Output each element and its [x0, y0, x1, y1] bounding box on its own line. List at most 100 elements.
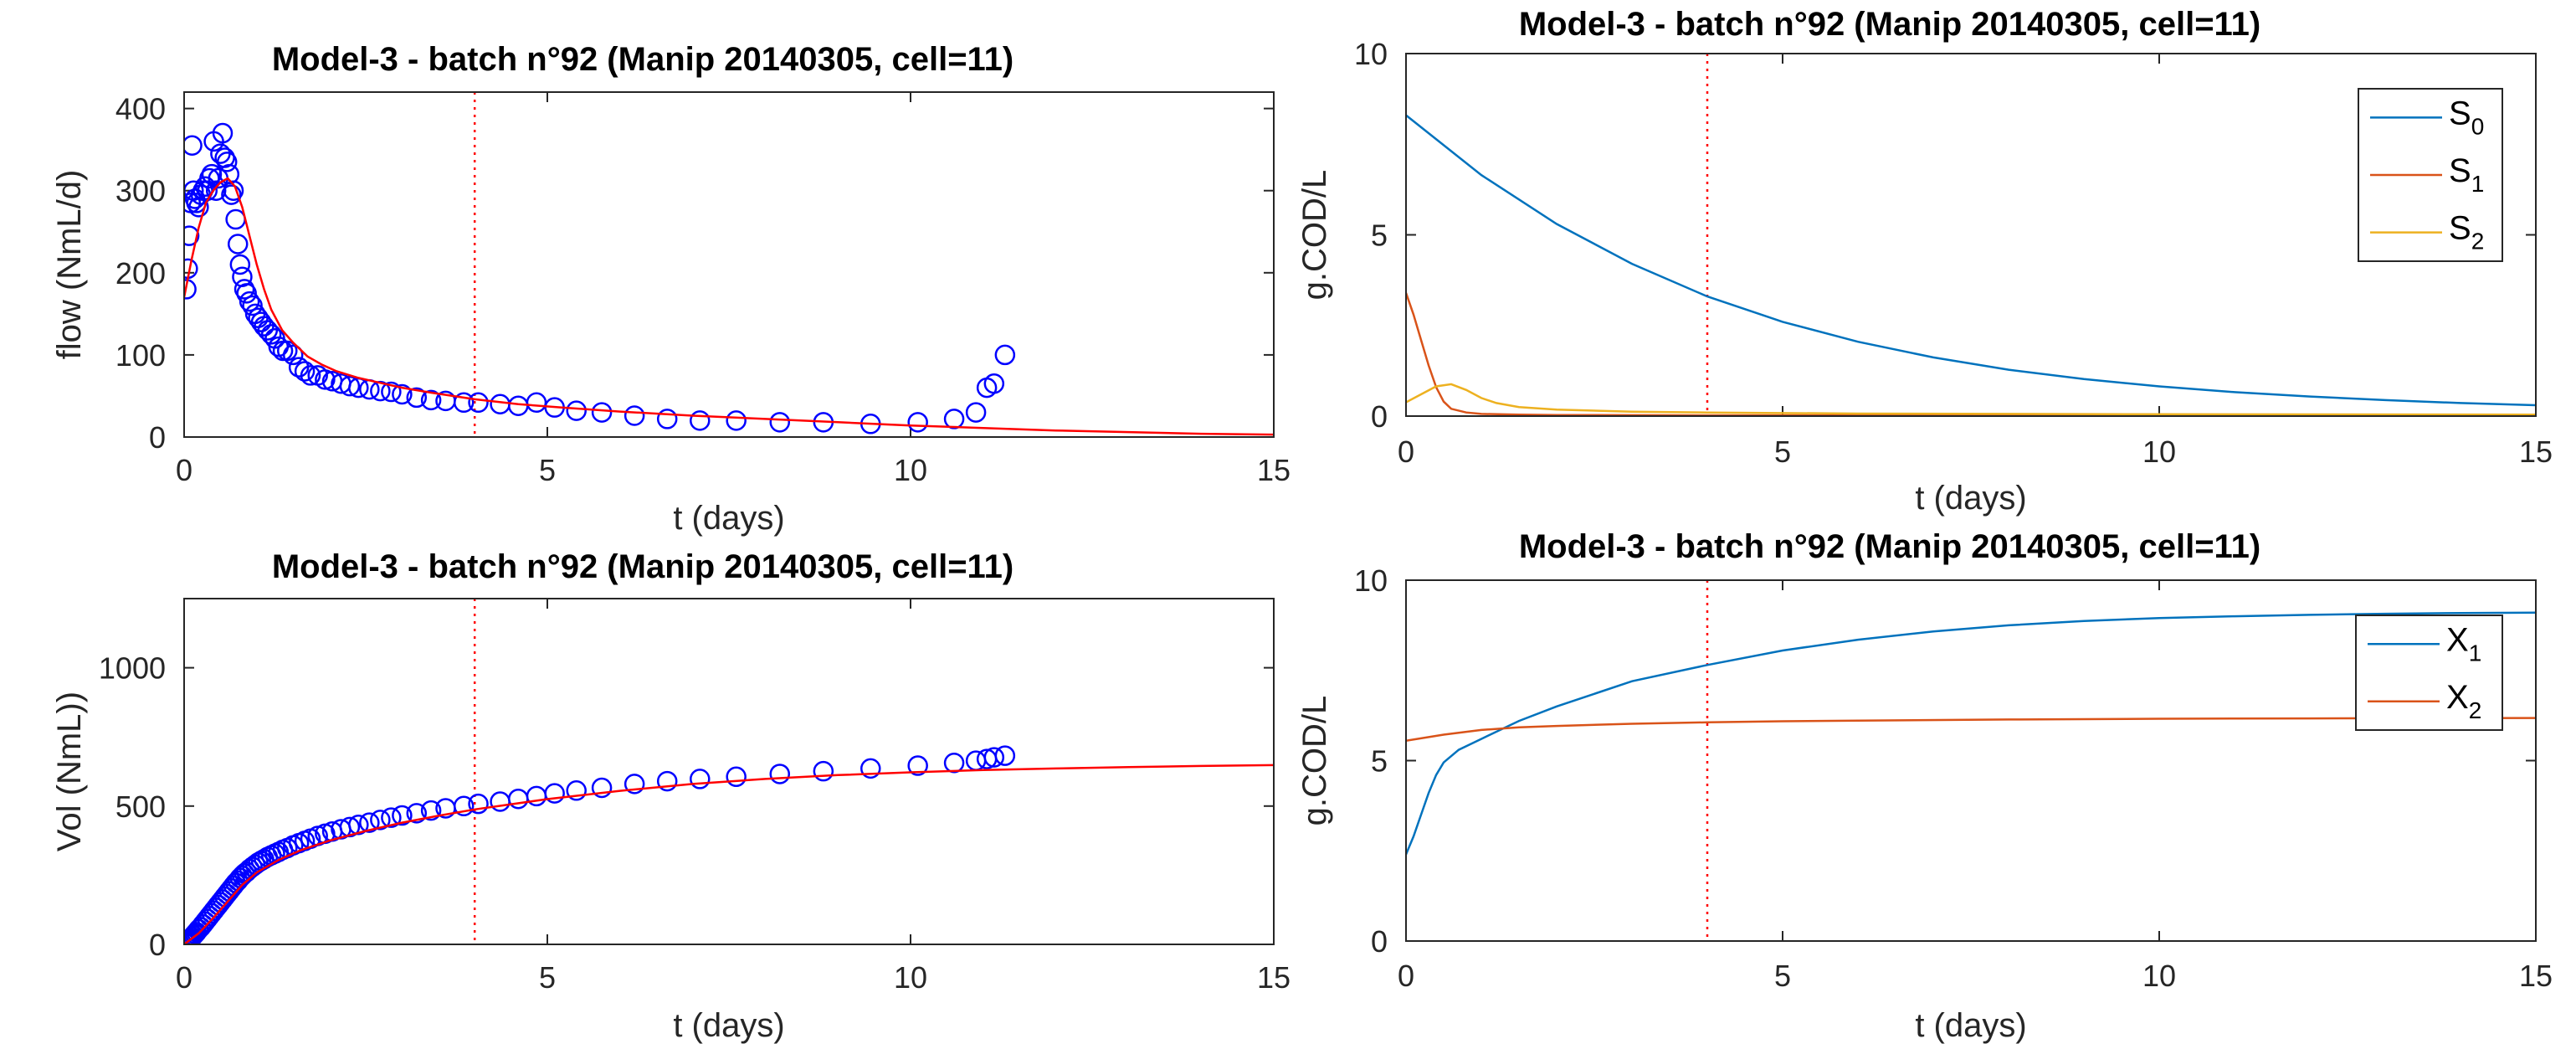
x-tick-label: 0: [176, 960, 192, 995]
data-point: [490, 791, 511, 812]
data-point: [300, 365, 321, 386]
legend-entry-name: X: [2446, 621, 2469, 658]
chart-title: Model-3 - batch n°92 (Manip 20140305, ce…: [1519, 6, 2260, 43]
data-point: [591, 402, 613, 423]
data-point: [420, 800, 442, 821]
data-point: [392, 383, 413, 405]
data-point: [282, 344, 304, 366]
x-tick-label: 15: [2519, 959, 2553, 993]
data-point: [656, 409, 678, 429]
data-point: [468, 392, 489, 414]
x-tick-label: 5: [539, 960, 556, 995]
y-axis-label: g.COD/L: [1296, 696, 1333, 826]
chart-title: Model-3 - batch n°92 (Manip 20140305, ce…: [272, 41, 1013, 78]
data-point: [233, 279, 255, 300]
data-point: [907, 412, 928, 433]
series-line-x2: [1406, 717, 2536, 743]
plot-area: [184, 92, 1274, 437]
chart-title: Model-3 - batch n°92 (Manip 20140305, ce…: [272, 548, 1013, 585]
data-point: [623, 405, 645, 426]
x-tick-label: 5: [1774, 959, 1791, 993]
series-line-s2: [1406, 383, 2536, 416]
data-point: [221, 184, 242, 205]
y-tick-label: 0: [1371, 924, 1388, 959]
data-point: [453, 795, 475, 817]
x-tick-label: 5: [1774, 435, 1791, 469]
legend-entry-name: S: [2449, 152, 2471, 189]
axes-box: [1405, 53, 2537, 417]
legend-entry-subscript: 2: [2471, 229, 2485, 255]
y-tick-label: 300: [115, 174, 166, 208]
data-point: [381, 807, 402, 828]
y-tick-label: 0: [149, 928, 166, 962]
x-tick-label: 5: [539, 453, 556, 487]
data-point: [339, 816, 361, 838]
y-tick-label: 5: [1371, 219, 1388, 253]
legend-entry-subscript: 2: [2469, 697, 2482, 723]
series-line-s1: [1406, 292, 2536, 416]
x-tick-label: 15: [1257, 960, 1291, 995]
model-line: [184, 764, 1274, 944]
x-tick-label: 15: [2519, 435, 2553, 469]
legend-entry: S1: [2449, 152, 2484, 197]
x-tick-label: 10: [894, 960, 927, 995]
data-point: [860, 758, 881, 779]
legend-entry: X1: [2446, 621, 2481, 666]
chart-flow: Model-3 - batch n°92 (Manip 20140305, ce…: [51, 41, 1291, 537]
chart-title: Model-3 - batch n°92 (Manip 20140305, ce…: [1519, 528, 2260, 565]
legend-entry-subscript: 0: [2471, 113, 2485, 139]
data-point: [490, 393, 511, 415]
data-point: [184, 135, 203, 157]
data-point: [994, 745, 1016, 766]
data-point: [184, 279, 197, 300]
data-point: [348, 815, 369, 836]
data-point: [236, 283, 257, 304]
data-point: [229, 254, 251, 275]
plot-area: [1406, 580, 2536, 941]
data-point: [239, 291, 260, 312]
data-point: [242, 295, 263, 316]
data-point: [994, 344, 1016, 366]
data-point: [508, 395, 529, 416]
data-point: [294, 361, 316, 382]
legend-box: [2355, 615, 2503, 731]
x-tick-label: 0: [1398, 959, 1414, 993]
axes-box: [1405, 579, 2537, 942]
data-point: [656, 770, 678, 792]
y-tick-label: 10: [1354, 563, 1388, 598]
data-point: [370, 810, 391, 831]
data-point: [277, 340, 298, 362]
data-point: [227, 234, 249, 255]
data-point: [943, 409, 965, 429]
chart-substrates: Model-3 - batch n°92 (Manip 20140305, ce…: [1296, 6, 2553, 517]
data-point: [907, 755, 928, 776]
data-point: [943, 753, 965, 774]
data-point: [769, 412, 791, 433]
y-tick-label: 10: [1354, 37, 1388, 71]
model-line: [184, 177, 1274, 436]
y-tick-label: 0: [149, 420, 166, 455]
legend-entry-name: X: [2446, 679, 2469, 716]
legend-entry-name: S: [2449, 210, 2471, 247]
axes-box: [183, 91, 1275, 438]
data-point: [591, 777, 613, 799]
data-point: [392, 805, 413, 826]
data-point: [726, 766, 747, 788]
series-line-s0: [1406, 114, 2536, 407]
plot-area: [1406, 54, 2536, 416]
data-point: [690, 410, 711, 431]
x-axis-label: t (days): [673, 1007, 784, 1044]
y-tick-label: 0: [1371, 399, 1388, 434]
y-tick-label: 200: [115, 256, 166, 291]
chart-biomass: Model-3 - batch n°92 (Manip 20140305, ce…: [1296, 528, 2553, 1044]
data-point: [339, 375, 361, 397]
data-point: [359, 812, 380, 833]
x-axis-label: t (days): [1915, 1007, 2026, 1044]
chart-volume: Model-3 - batch n°92 (Manip 20140305, ce…: [51, 548, 1291, 1044]
data-point: [406, 803, 428, 824]
data-point: [260, 324, 282, 345]
y-tick-label: 1000: [99, 651, 166, 686]
